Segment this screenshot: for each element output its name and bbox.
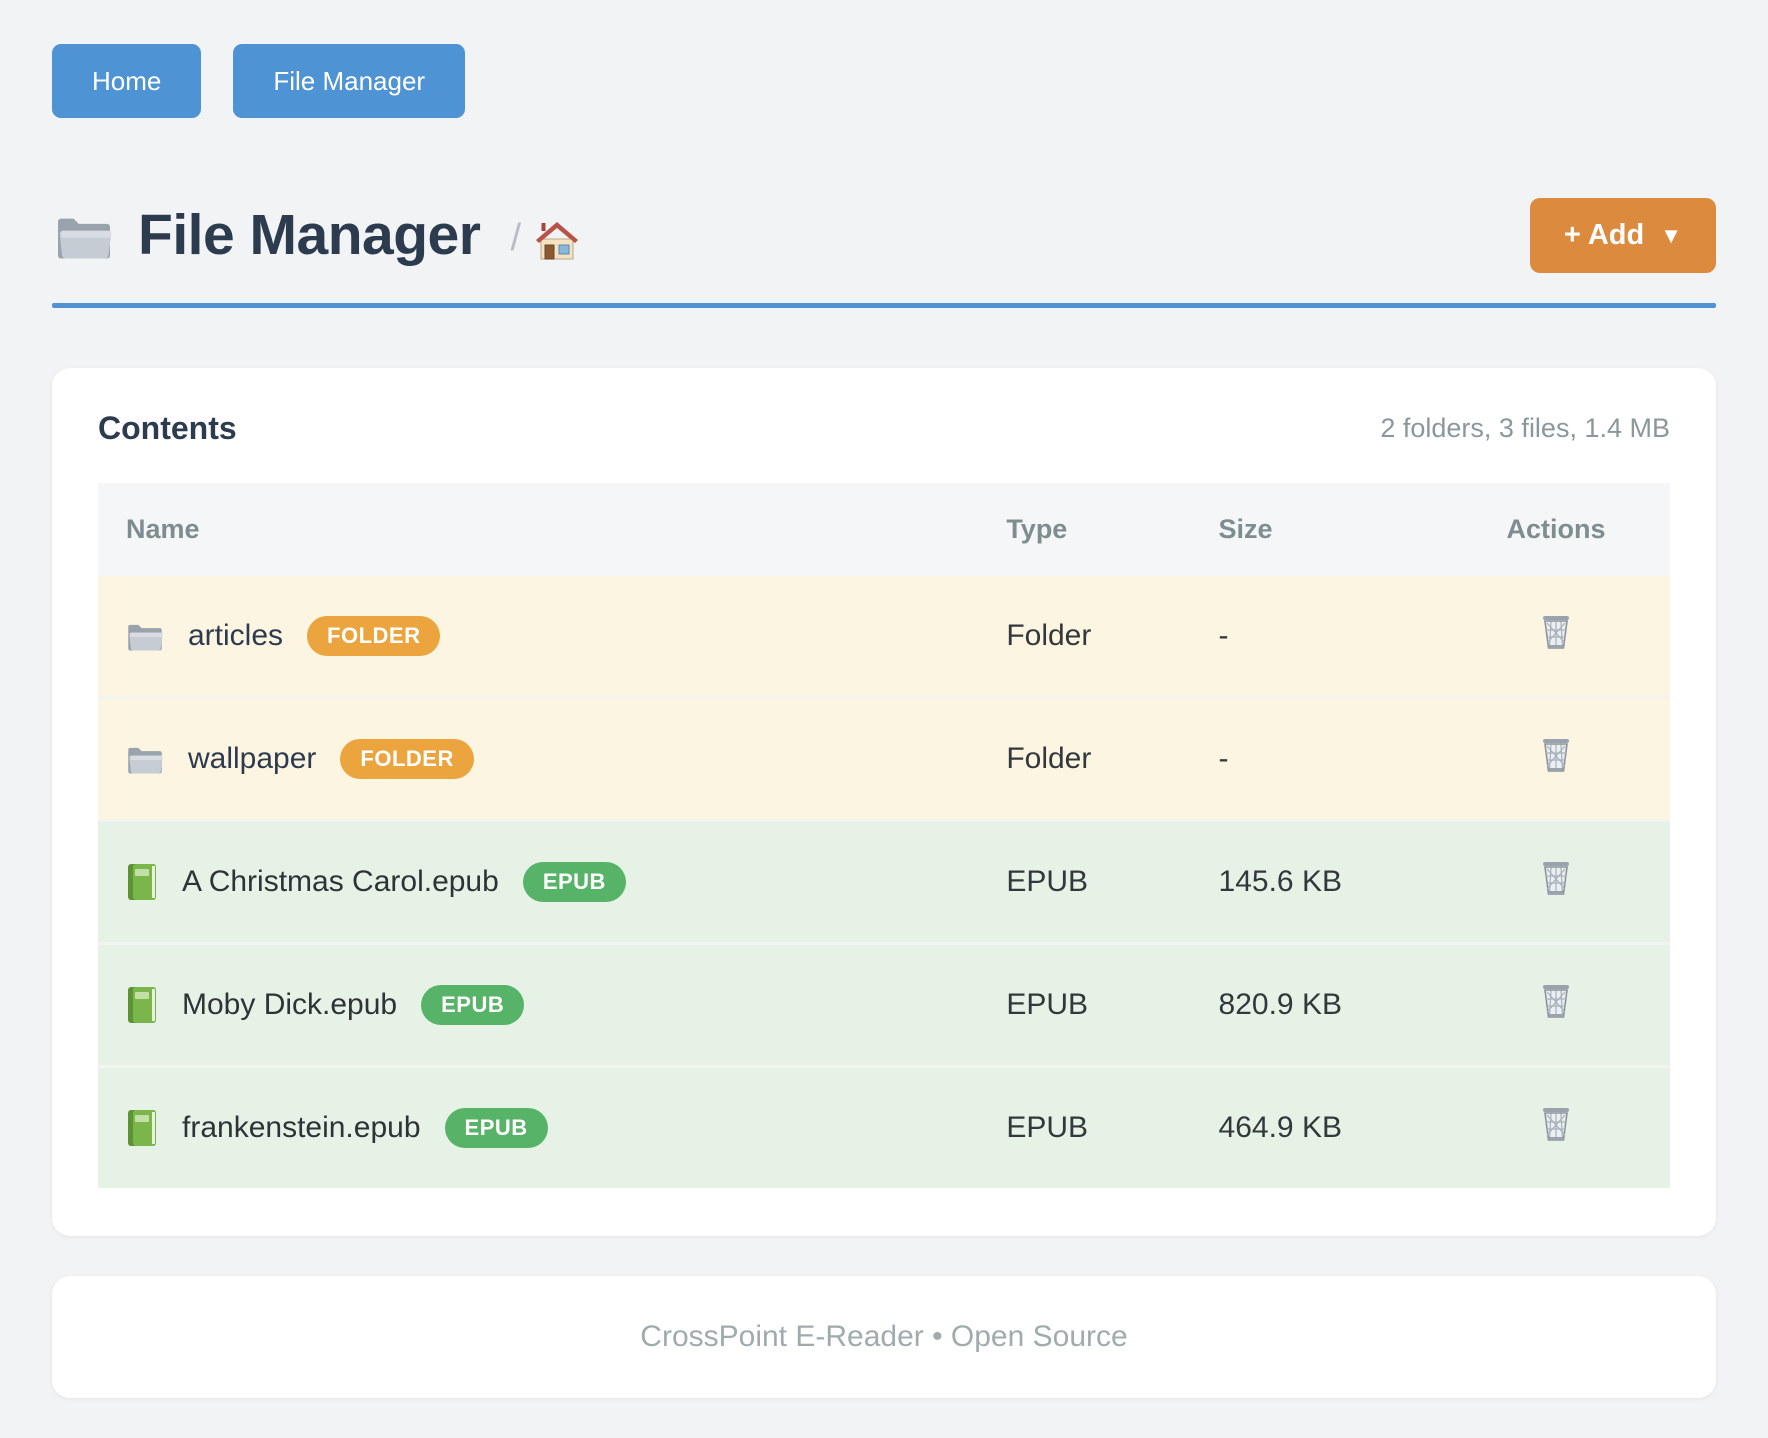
table-row-wallpaper: wallpaper FOLDER Folder - [98, 697, 1670, 821]
epub-badge: EPUB [421, 985, 525, 1025]
trash-icon [1542, 861, 1570, 895]
nav-file-manager-button[interactable]: File Manager [233, 44, 466, 118]
add-button-label: + Add [1563, 219, 1645, 251]
delete-button[interactable] [1536, 1104, 1576, 1144]
breadcrumb-separator: / [510, 217, 521, 259]
footer-text: CrossPoint E-Reader • Open Source [640, 1320, 1128, 1353]
file-type: EPUB [1006, 865, 1089, 898]
chevron-down-icon: ▼ [1660, 222, 1682, 248]
delete-button[interactable] [1536, 858, 1576, 898]
delete-button[interactable] [1536, 735, 1576, 775]
contents-title: Contents [98, 410, 237, 446]
column-header-name: Name [98, 483, 979, 576]
file-name-link[interactable]: Moby Dick.epub [182, 988, 398, 1021]
folder-icon [58, 218, 112, 259]
file-type: Folder [1006, 742, 1092, 775]
file-name-link[interactable]: frankenstein.epub [182, 1111, 421, 1144]
table-header-row: Name Type Size Actions [98, 483, 1670, 576]
column-header-type: Type [978, 483, 1191, 576]
file-type: EPUB [1006, 988, 1089, 1021]
folder-badge: FOLDER [340, 739, 474, 779]
trash-icon [1542, 984, 1570, 1018]
page-title: File Manager [138, 203, 481, 267]
file-type: Folder [1006, 619, 1092, 652]
folder-icon [128, 624, 163, 651]
contents-card: Contents 2 folders, 3 files, 1.4 MB Name… [52, 368, 1716, 1236]
book-icon [128, 1110, 156, 1146]
trash-icon [1542, 1107, 1570, 1141]
table-row-moby-dick: Moby Dick.epub EPUB EPUB 820.9 KB [98, 943, 1670, 1067]
book-icon [128, 864, 156, 900]
title-divider [52, 303, 1716, 308]
column-header-actions: Actions [1442, 483, 1670, 576]
file-size: 464.9 KB [1218, 1111, 1342, 1144]
table-row-christmas-carol: A Christmas Carol.epub EPUB EPUB 145.6 K… [98, 820, 1670, 944]
file-name-link[interactable]: wallpaper [188, 742, 317, 775]
title-group: File Manager / [52, 207, 579, 264]
epub-badge: EPUB [444, 1108, 548, 1148]
book-icon [128, 987, 156, 1023]
table-row-frankenstein: frankenstein.epub EPUB EPUB 464.9 KB [98, 1066, 1670, 1188]
trash-icon [1542, 738, 1570, 772]
file-size: 145.6 KB [1218, 865, 1342, 898]
contents-summary: 2 folders, 3 files, 1.4 MB [1380, 413, 1670, 443]
page-header: File Manager / + Add ▼ [52, 198, 1716, 273]
table-row-articles: articles FOLDER Folder - [98, 576, 1670, 698]
file-type: EPUB [1006, 1111, 1089, 1144]
folder-icon [128, 747, 163, 774]
file-size: 820.9 KB [1218, 988, 1342, 1021]
file-size: - [1218, 619, 1229, 652]
epub-badge: EPUB [522, 862, 626, 902]
file-name-link[interactable]: A Christmas Carol.epub [182, 865, 499, 898]
add-button[interactable]: + Add ▼ [1529, 198, 1716, 273]
delete-button[interactable] [1536, 612, 1576, 652]
contents-card-header: Contents 2 folders, 3 files, 1.4 MB [98, 410, 1670, 447]
trash-icon [1542, 615, 1570, 649]
nav-home-button[interactable]: Home [52, 44, 202, 118]
home-icon[interactable] [535, 219, 579, 261]
file-size: - [1218, 742, 1229, 775]
file-name-link[interactable]: articles [188, 619, 284, 652]
folder-badge: FOLDER [307, 616, 441, 656]
footer: CrossPoint E-Reader • Open Source [52, 1276, 1716, 1398]
files-table: Name Type Size Actions articles FOLDER F… [98, 483, 1670, 1188]
top-nav: Home File Manager [52, 0, 1716, 118]
delete-button[interactable] [1536, 981, 1576, 1021]
column-header-size: Size [1190, 483, 1443, 576]
